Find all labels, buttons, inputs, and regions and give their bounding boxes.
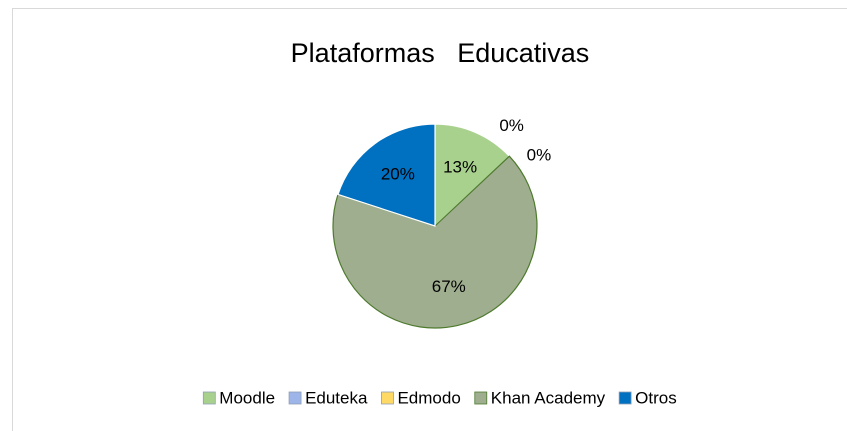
data-label: 0% (527, 145, 552, 164)
legend-swatch (618, 391, 632, 405)
legend-swatch (202, 391, 216, 405)
pie-slice (337, 123, 436, 227)
pie-slice (434, 123, 511, 228)
legend-swatch (474, 391, 488, 405)
legend-label: Eduteka (305, 388, 368, 407)
legend-label: Otros (635, 388, 677, 407)
legend-label: Moodle (219, 388, 275, 407)
data-label: 0% (499, 116, 524, 135)
data-label: 20% (381, 164, 415, 183)
legend-swatch (288, 391, 302, 405)
legend-label: Edmodo (397, 388, 460, 407)
data-label: 67% (432, 277, 466, 296)
pie-slice (332, 155, 538, 329)
data-label: 13% (443, 157, 477, 176)
chart-title: Plataformas Educativas (291, 38, 590, 68)
legend-swatch (381, 391, 394, 405)
legend-label: Khan Academy (491, 388, 606, 407)
